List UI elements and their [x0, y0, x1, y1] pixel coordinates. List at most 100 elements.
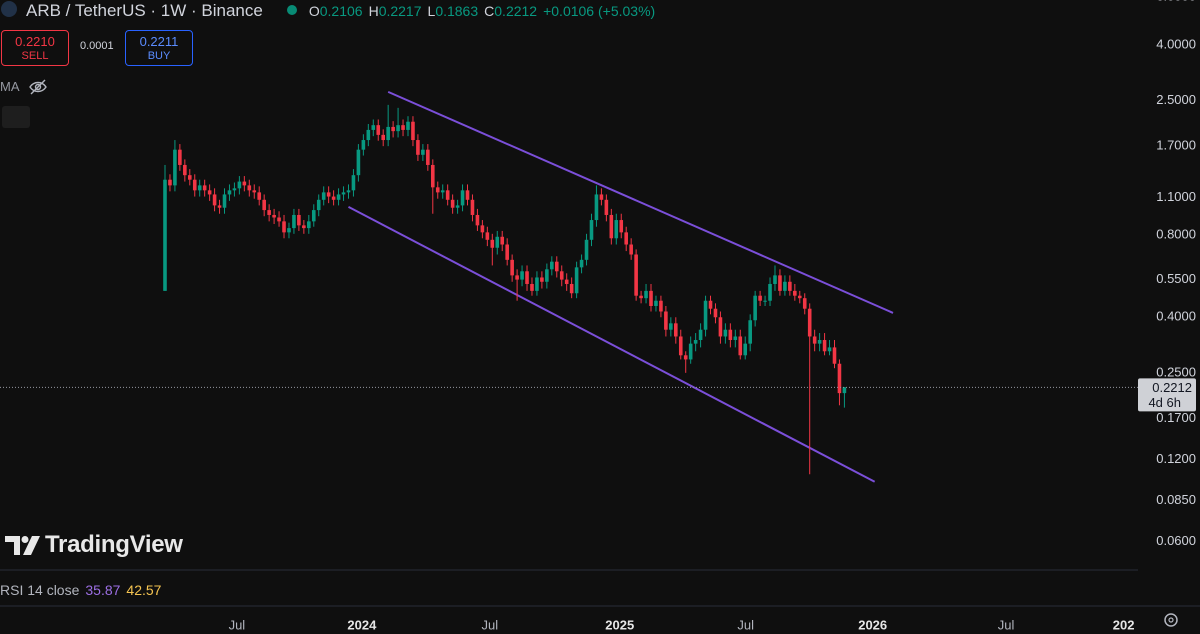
ma-indicator[interactable]: MA [0, 79, 20, 94]
candle-body [282, 221, 286, 233]
candle-body [371, 125, 376, 130]
candle-body [401, 125, 405, 130]
candle-body [252, 190, 257, 193]
candle-body [297, 214, 301, 226]
countdown: 4d 6h [1148, 395, 1181, 410]
candle-body [421, 149, 425, 155]
candle-body [381, 134, 386, 141]
x-tick-label: 2026 [858, 617, 887, 632]
y-tick-label: 0.4000 [1156, 309, 1196, 324]
ohlc: O 0.2106 H 0.2217 L 0.1863 C 0.2212 +0.0106 … [303, 3, 655, 19]
candle-body [768, 283, 772, 301]
candle-body [629, 244, 633, 255]
candle-body [728, 329, 733, 341]
candle-body [217, 205, 222, 208]
candle-body [807, 308, 812, 337]
candle-body [277, 217, 281, 222]
candle-body [227, 190, 232, 195]
candle-body [797, 295, 802, 299]
candle-body [515, 275, 519, 280]
ohlc-label: C [484, 3, 495, 19]
axes: 6.0000 4.0000 2.5000 1.7000 1.1000 0.8000 0.55… [229, 0, 1196, 632]
hide-icon[interactable] [29, 79, 47, 95]
y-tick-label: 0.0600 [1156, 533, 1196, 548]
candle-body [460, 190, 465, 206]
candle-body [817, 340, 822, 344]
candle-body [376, 125, 381, 135]
y-tick-label: 1.7000 [1156, 138, 1196, 153]
y-tick-label: 4.0000 [1156, 36, 1196, 51]
candle-body [490, 239, 495, 248]
rsi-legend: RSI 14 close 35.87 42.57 [0, 582, 161, 598]
low-value: 0.1863 [435, 3, 479, 19]
candle-body [743, 343, 748, 356]
candle-body [619, 220, 624, 233]
candle-body [654, 300, 658, 306]
candle-body [554, 261, 559, 272]
settings-icon[interactable] [1164, 613, 1178, 627]
rsi-ma-value: 42.57 [126, 582, 162, 598]
candle-body [406, 121, 410, 130]
candle-body [842, 387, 847, 394]
candle-body [788, 281, 792, 291]
price-label: 0.2212 [1152, 380, 1192, 395]
x-tick-label: Jul [229, 617, 246, 632]
candle-body [302, 225, 306, 229]
candle-body [470, 199, 475, 215]
symbol[interactable]: ARB / TetherUS · 1W · Binance [26, 1, 263, 20]
candle-body [430, 164, 435, 188]
sell-button[interactable]: 0.2210 SELL [1, 30, 69, 66]
candle-body [202, 185, 207, 191]
candle-body [713, 308, 718, 318]
candle-body [178, 149, 182, 165]
candle-body [485, 232, 490, 240]
candle-body [579, 259, 584, 268]
candle-body [822, 340, 827, 352]
candle-body [802, 298, 807, 309]
candle-body [564, 279, 569, 284]
candle-body [718, 317, 723, 337]
candle-body [604, 199, 609, 215]
candle-body [321, 192, 326, 200]
candle-body [827, 347, 832, 352]
buy-button[interactable]: 0.2211 BUY [125, 30, 193, 66]
open-value: 0.2106 [319, 3, 363, 19]
candle-body [346, 190, 351, 193]
candle-body [168, 179, 172, 186]
candle-body [574, 267, 579, 294]
rsi-label[interactable]: RSI 14 close [0, 582, 80, 598]
ohlc-label: L [427, 3, 436, 19]
candle-body [386, 126, 390, 141]
candle-body [535, 277, 539, 291]
candle-body [599, 194, 604, 200]
x-tick-label: Jul [482, 617, 499, 632]
market-status [287, 5, 297, 15]
candle-body [366, 129, 371, 141]
candle-body [316, 199, 321, 211]
sell-label: SELL [21, 50, 49, 62]
candle-body [540, 277, 544, 282]
candle-body [163, 179, 167, 291]
candle-body [237, 181, 242, 189]
y-tick-label: 0.0850 [1156, 492, 1196, 507]
candle-body [644, 290, 648, 299]
candle-body [609, 214, 614, 239]
y-tick-label: 0.8000 [1156, 227, 1196, 242]
candle-body [455, 205, 460, 208]
candle-body [187, 175, 192, 180]
candle-body [664, 311, 668, 330]
x-tick-label: 2025 [605, 617, 634, 632]
candle-body [748, 320, 752, 344]
ohlc-label: O [308, 3, 320, 19]
logo-slash [23, 536, 40, 555]
collapse-button[interactable] [2, 106, 30, 128]
logo-mark [5, 536, 40, 555]
candle-body [500, 236, 505, 245]
candle-body [262, 199, 266, 211]
candle-body [698, 329, 703, 341]
candle-body [173, 149, 177, 186]
candle-body [307, 221, 311, 229]
